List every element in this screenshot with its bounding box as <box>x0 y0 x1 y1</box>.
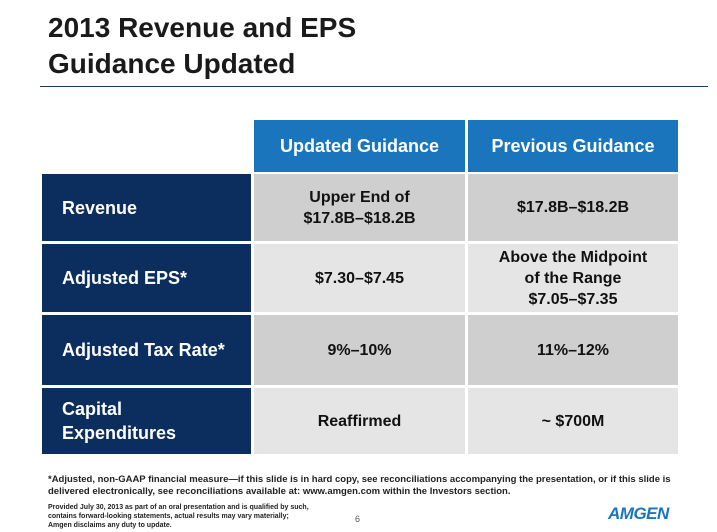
cell-line: $17.8B–$18.2B <box>303 209 416 227</box>
footnote: *Adjusted, non-GAAP financial measure—if… <box>48 474 671 497</box>
cell-eps-previous: Above the Midpoint of the Range $7.05–$7… <box>468 244 678 312</box>
page-number: 6 <box>355 514 361 524</box>
cell-line: 9%–10% <box>327 341 392 359</box>
row-label-revenue: Revenue <box>42 174 251 241</box>
row-label-text: Adjusted EPS* <box>62 268 188 288</box>
cell-line: Above the Midpoint <box>498 248 648 266</box>
slide-title-line-1: 2013 Revenue and EPS <box>48 12 357 43</box>
row-label-text: Revenue <box>62 197 138 218</box>
cell-line: of the Range <box>524 269 622 287</box>
cell-tax-updated: 9%–10% <box>254 315 465 385</box>
row-label-capital-expenditures: Capital Expenditures <box>42 388 251 454</box>
cell-tax-previous: 11%–12% <box>468 315 678 385</box>
cell-line: Upper End of <box>309 188 410 206</box>
amgen-logo: AMGEN <box>608 504 669 523</box>
cell-capex-updated: Reaffirmed <box>254 388 465 454</box>
disclaimer: Provided July 30, 2013 as part of an ora… <box>48 503 348 530</box>
slide-title: 2013 Revenue and EPS Guidance Updated <box>48 10 356 82</box>
column-header-updated: Updated Guidance <box>254 120 465 172</box>
title-divider <box>40 86 708 87</box>
cell-revenue-updated: Upper End of $17.8B–$18.2B <box>254 174 465 241</box>
row-label-text: Expenditures <box>62 423 177 443</box>
row-label-adjusted-tax-rate: Adjusted Tax Rate* <box>42 315 251 385</box>
disclaimer-line: Amgen disclaims any duty to update. <box>48 522 172 529</box>
row-label-text: Capital <box>62 399 123 419</box>
cell-line: ~ $700M <box>541 412 605 430</box>
cell-capex-previous: ~ $700M <box>468 388 678 454</box>
disclaimer-line: Provided July 30, 2013 as part of an ora… <box>48 504 309 511</box>
cell-line: $7.30–$7.45 <box>315 269 404 287</box>
cell-line: $17.8B–$18.2B <box>516 199 630 216</box>
cell-eps-updated: $7.30–$7.45 <box>254 244 465 312</box>
column-header-previous: Previous Guidance <box>468 120 678 172</box>
cell-line: Reaffirmed <box>317 412 402 430</box>
cell-line: 11%–12% <box>536 341 610 359</box>
row-label-text: Adjusted Tax Rate* <box>62 340 225 360</box>
slide-title-line-2: Guidance Updated <box>48 48 296 79</box>
cell-revenue-previous: $17.8B–$18.2B <box>468 174 678 241</box>
cell-line: $7.05–$7.35 <box>528 290 618 308</box>
disclaimer-line: contains forward-looking statements, act… <box>48 513 289 520</box>
row-label-adjusted-eps: Adjusted EPS* <box>42 244 251 312</box>
